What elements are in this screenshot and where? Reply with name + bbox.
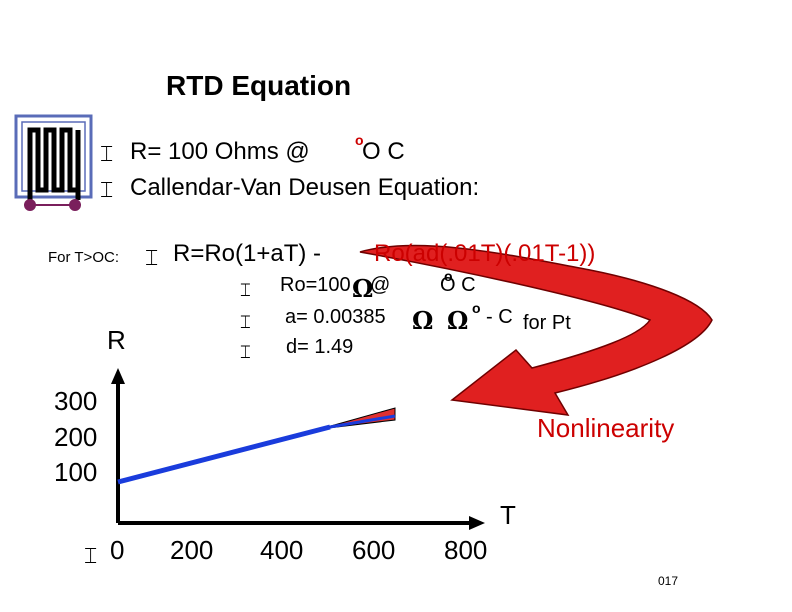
y-tick-300: 300 bbox=[54, 386, 98, 416]
equation-nonlinear-part: Ro(ad(.01T)(.01T-1)) bbox=[374, 240, 596, 267]
x-tick-600: 600 bbox=[352, 535, 396, 565]
param-ro-value: Ro=100 bbox=[280, 274, 351, 296]
rtd-curve-line bbox=[117, 424, 331, 485]
nonlinearity-wedge bbox=[319, 407, 396, 430]
equation-linear-part: R=Ro(1+aT) - bbox=[173, 240, 322, 267]
x-tick-800: 800 bbox=[444, 535, 488, 565]
degree-mark: o bbox=[444, 268, 453, 284]
nonlinearity-label: Nonlinearity bbox=[537, 413, 675, 443]
ohm-symbol: Ω bbox=[412, 306, 434, 335]
param-ro-unit: O C bbox=[440, 274, 476, 296]
ohm-symbol: Ω bbox=[352, 274, 374, 303]
y-tick-100: 100 bbox=[54, 457, 98, 487]
param-a-material: for Pt bbox=[523, 312, 571, 334]
param-d-value: d= 1.49 bbox=[286, 336, 354, 358]
bullet-icon: ⌶ bbox=[240, 342, 251, 363]
bullet-icon: ⌶ bbox=[100, 178, 114, 203]
param-ro-at: @ bbox=[370, 274, 391, 296]
degree-mark: o bbox=[472, 300, 481, 316]
bullet-icon: ⌶ bbox=[145, 246, 159, 271]
x-tick-200: 200 bbox=[170, 535, 214, 565]
bullet-equation-name-text: Callendar-Van Deusen Equation: bbox=[130, 174, 480, 201]
bullet-icon: ⌶ bbox=[240, 280, 251, 301]
y-tick-200: 200 bbox=[54, 422, 98, 452]
graph-axes bbox=[111, 368, 485, 530]
bullet-resistance-text: R= 100 Ohms @ bbox=[130, 138, 310, 165]
y-axis-label: R bbox=[107, 325, 126, 355]
param-a-value: a= 0.00385 bbox=[285, 306, 386, 328]
ohm-symbol: Ω bbox=[447, 306, 469, 335]
x-tick-0: 0 bbox=[110, 535, 125, 565]
x-tick-400: 400 bbox=[260, 535, 304, 565]
bullet-icon: ⌶ bbox=[100, 142, 114, 167]
param-a-unit: - C bbox=[486, 306, 513, 328]
nonlinearity-arrow bbox=[359, 244, 713, 416]
condition-label: For T>OC: bbox=[48, 249, 119, 266]
x-axis-label: T bbox=[500, 500, 516, 530]
bullet-icon: ⌶ bbox=[84, 544, 98, 569]
bullet-icon: ⌶ bbox=[240, 312, 251, 333]
slide-title: RTD Equation bbox=[166, 70, 352, 101]
degree-mark: o bbox=[355, 132, 364, 148]
slide-number: 017 bbox=[658, 574, 679, 588]
bullet-resistance-unit: O C bbox=[362, 138, 405, 165]
rtd-sensor-icon bbox=[14, 114, 93, 211]
